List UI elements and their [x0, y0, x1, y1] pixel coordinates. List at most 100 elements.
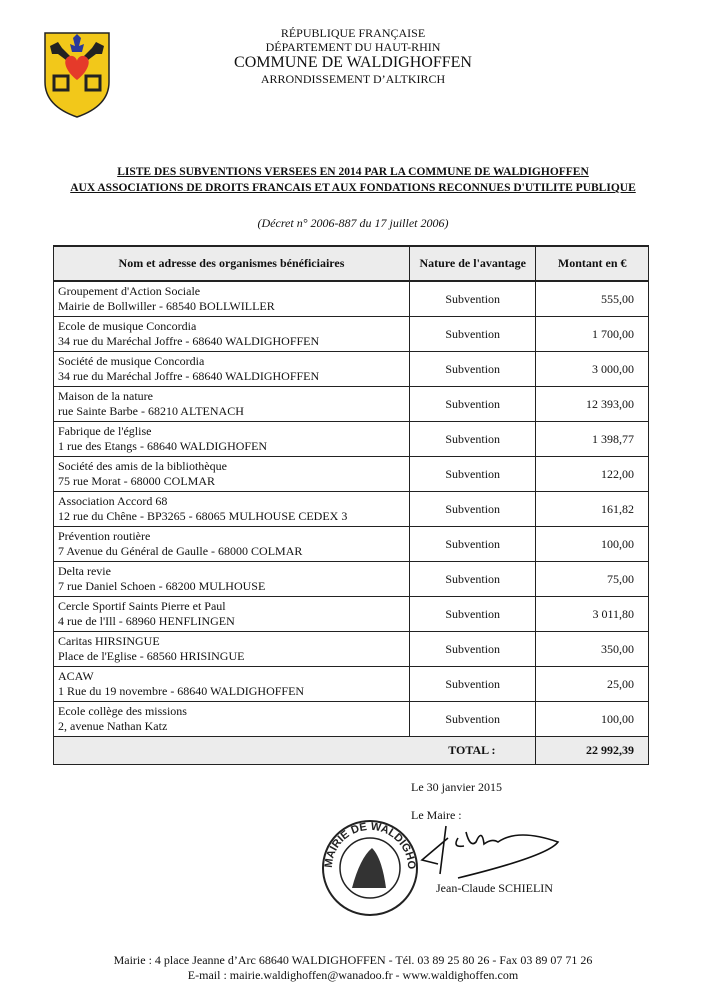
- beneficiary-name: Ecole de musique Concordia: [58, 319, 197, 333]
- title-line-2: AUX ASSOCIATIONS DE DROITS FRANCAIS ET A…: [70, 182, 636, 194]
- amount-cell: 3 000,00: [535, 351, 649, 387]
- column-header-nature: Nature de l'avantage: [408, 245, 537, 282]
- table-row: Ecole collège des missions 2, avenue Nath…: [53, 701, 649, 737]
- beneficiary-cell: Fabrique de l'église 1 rue des Etangs - 6…: [53, 421, 410, 457]
- amount-cell: 3 011,80: [535, 596, 649, 632]
- beneficiary-cell: Prévention routière 7 Avenue du Général d…: [53, 526, 410, 562]
- table-row: Fabrique de l'église 1 rue des Etangs - 6…: [53, 421, 649, 457]
- beneficiary-address: 7 Avenue du Général de Gaulle - 68000 CO…: [58, 544, 303, 558]
- table-row: Cercle Sportif Saints Pierre et Paul 4 ru…: [53, 596, 649, 632]
- beneficiary-address: 34 rue du Maréchal Joffre - 68640 WALDIG…: [58, 334, 320, 348]
- beneficiary-address: 2, avenue Nathan Katz: [58, 719, 168, 733]
- amount-cell: 100,00: [535, 526, 649, 562]
- table-row: Société de musique Concordia 34 rue du Ma…: [53, 351, 649, 387]
- table-row: Prévention routière 7 Avenue du Général d…: [53, 526, 649, 562]
- nature-cell: Subvention: [408, 351, 537, 387]
- beneficiary-address: 7 rue Daniel Schoen - 68200 MULHOUSE: [58, 579, 266, 593]
- table-row: Caritas HIRSINGUE Place de l'Eglise - 685…: [53, 631, 649, 667]
- table-row: Ecole de musique Concordia 34 rue du Maré…: [53, 316, 649, 352]
- footer-address: Mairie : 4 place Jeanne d’Arc 68640 WALD…: [113, 953, 593, 967]
- amount-cell: 1 700,00: [535, 316, 649, 352]
- beneficiary-name: Groupement d'Action Sociale: [58, 284, 201, 298]
- nature-cell: Subvention: [408, 280, 537, 317]
- beneficiary-cell: Groupement d'Action Sociale Mairie de Bol…: [53, 280, 410, 317]
- header-commune: COMMUNE DE WALDIGHOFFEN: [234, 54, 472, 71]
- table-row: Groupement d'Action Sociale Mairie de Bol…: [53, 280, 649, 317]
- beneficiary-name: ACAW: [58, 669, 94, 683]
- beneficiary-name: Delta revie: [58, 564, 111, 578]
- beneficiary-name: Ecole collège des missions: [58, 704, 187, 718]
- header-line-1: RÉPUBLIQUE FRANÇAISE: [280, 26, 426, 40]
- beneficiary-name: Société des amis de la bibliothèque: [58, 459, 227, 473]
- beneficiary-name: Association Accord 68: [58, 494, 168, 508]
- beneficiary-cell: Maison de la nature rue Sainte Barbe - 68…: [53, 386, 410, 422]
- nature-cell: Subvention: [408, 386, 537, 422]
- beneficiary-cell: Ecole collège des missions 2, avenue Nath…: [53, 701, 410, 737]
- coat-of-arms-logo: [44, 32, 110, 118]
- beneficiary-address: Place de l'Eglise - 68560 HRISINGUE: [58, 649, 245, 663]
- nature-cell: Subvention: [408, 561, 537, 597]
- amount-cell: 75,00: [535, 561, 649, 597]
- beneficiary-cell: Ecole de musique Concordia 34 rue du Maré…: [53, 316, 410, 352]
- amount-cell: 12 393,00: [535, 386, 649, 422]
- beneficiary-address: 4 rue de l'Ill - 68960 HENFLINGEN: [58, 614, 235, 628]
- nature-cell: Subvention: [408, 596, 537, 632]
- beneficiary-address: 34 rue du Maréchal Joffre - 68640 WALDIG…: [58, 369, 320, 383]
- beneficiary-cell: ACAW 1 Rue du 19 novembre - 68640 WALDIGH…: [53, 666, 410, 702]
- subsidies-table: Nom et adresse des organismes bénéficiai…: [52, 245, 649, 765]
- town-hall-stamp: MAIRIE DE WALDIGHOFFEN: [320, 818, 418, 916]
- footer-contact: E-mail : mairie.waldighoffen@wanadoo.fr …: [187, 968, 519, 982]
- beneficiary-cell: Association Accord 68 12 rue du Chêne - B…: [53, 491, 410, 527]
- beneficiary-name: Société de musique Concordia: [58, 354, 205, 368]
- beneficiary-name: Prévention routière: [58, 529, 151, 543]
- nature-cell: Subvention: [408, 316, 537, 352]
- nature-cell: Subvention: [408, 491, 537, 527]
- beneficiary-name: Caritas HIRSINGUE: [58, 634, 160, 648]
- document-date: Le 30 janvier 2015: [411, 780, 502, 794]
- amount-cell: 555,00: [535, 280, 649, 317]
- amount-cell: 25,00: [535, 666, 649, 702]
- amount-cell: 350,00: [535, 631, 649, 667]
- beneficiary-address: 75 rue Morat - 68000 COLMAR: [58, 474, 215, 488]
- title-line-1: LISTE DES SUBVENTIONS VERSEES EN 2014 PA…: [117, 166, 589, 178]
- nature-cell: Subvention: [408, 631, 537, 667]
- header-line-4: ARRONDISSEMENT D’ALTKIRCH: [260, 72, 446, 86]
- column-header-name: Nom et adresse des organismes bénéficiai…: [53, 245, 410, 282]
- beneficiary-cell: Cercle Sportif Saints Pierre et Paul 4 ru…: [53, 596, 410, 632]
- beneficiary-address: 1 Rue du 19 novembre - 68640 WALDIGHOFFE…: [58, 684, 305, 698]
- beneficiary-name: Cercle Sportif Saints Pierre et Paul: [58, 599, 226, 613]
- beneficiary-address: 12 rue du Chêne - BP3265 - 68065 MULHOUS…: [58, 509, 348, 523]
- beneficiary-cell: Caritas HIRSINGUE Place de l'Eglise - 685…: [53, 631, 410, 667]
- signatory-role: Le Maire :: [411, 808, 462, 822]
- nature-cell: Subvention: [408, 421, 537, 457]
- mayor-name: Jean-Claude SCHIELIN: [436, 881, 553, 895]
- table-row: ACAW 1 Rue du 19 novembre - 68640 WALDIGH…: [53, 666, 649, 702]
- decree-reference: (Décret n° 2006-887 du 17 juillet 2006): [257, 216, 449, 230]
- column-header-amount: Montant en €: [535, 245, 649, 282]
- beneficiary-address: 1 rue des Etangs - 68640 WALDIGHOFEN: [58, 439, 268, 453]
- footer: Mairie : 4 place Jeanne d’Arc 68640 WALD…: [0, 953, 706, 983]
- table-header-row: Nom et adresse des organismes bénéficiai…: [53, 245, 649, 282]
- table-row: Maison de la nature rue Sainte Barbe - 68…: [53, 386, 649, 422]
- nature-cell: Subvention: [408, 456, 537, 492]
- nature-cell: Subvention: [408, 526, 537, 562]
- beneficiary-name: Fabrique de l'église: [58, 424, 152, 438]
- letterhead: RÉPUBLIQUE FRANÇAISE DÉPARTEMENT DU HAUT…: [0, 26, 706, 86]
- beneficiary-address: rue Sainte Barbe - 68210 ALTENACH: [58, 404, 244, 418]
- nature-cell: Subvention: [408, 701, 537, 737]
- table-row: Société des amis de la bibliothèque 75 ru…: [53, 456, 649, 492]
- total-value: 22 992,39: [535, 736, 649, 765]
- table-row: Association Accord 68 12 rue du Chêne - B…: [53, 491, 649, 527]
- amount-cell: 100,00: [535, 701, 649, 737]
- beneficiary-address: Mairie de Bollwiller - 68540 BOLLWILLER: [58, 299, 275, 313]
- mayor-signature: [420, 825, 560, 879]
- nature-cell: Subvention: [408, 666, 537, 702]
- total-row: TOTAL : 22 992,39: [52, 736, 649, 765]
- table-row: Delta revie 7 rue Daniel Schoen - 68200 M…: [53, 561, 649, 597]
- header-line-2: DÉPARTEMENT DU HAUT-RHIN: [265, 40, 441, 54]
- amount-cell: 1 398,77: [535, 421, 649, 457]
- amount-cell: 161,82: [535, 491, 649, 527]
- document-title: LISTE DES SUBVENTIONS VERSEES EN 2014 PA…: [0, 164, 706, 196]
- beneficiary-cell: Société des amis de la bibliothèque 75 ru…: [53, 456, 410, 492]
- beneficiary-cell: Delta revie 7 rue Daniel Schoen - 68200 M…: [53, 561, 410, 597]
